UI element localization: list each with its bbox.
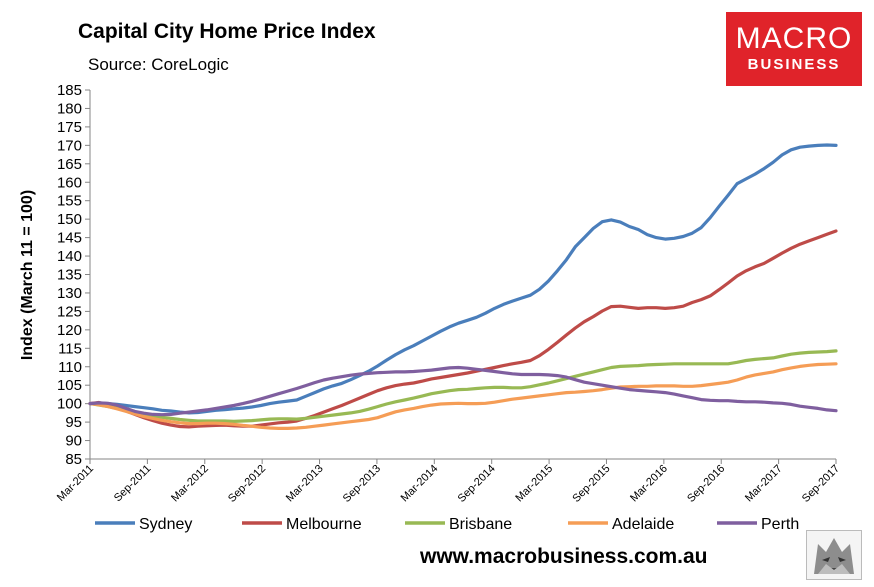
y-tick-label: 185 [57,82,82,99]
x-axis: Mar-2011 Sep-2011 Mar-2012 Sep-2012 Mar-2013… [55,458,842,505]
series-line-perth [88,365,838,417]
series-line-adelaide [88,362,838,430]
x-tick-label: Sep-2014 [456,463,498,505]
series-line-sydney [88,143,838,415]
chart-source: Source: CoreLogic [88,55,229,74]
y-tick-label: 85 [65,451,82,468]
plot-area [90,90,845,459]
y-tick-label: 110 [58,359,82,376]
series-line-brisbane [88,349,838,423]
y-tick-label: 165 [57,156,82,173]
logo-line-1: MACRO [735,22,853,55]
y-tick-label: 150 [57,211,82,228]
y-tick-label: 160 [57,174,82,191]
x-tick-label: Sep-2016 [685,463,727,505]
legend: Sydney Melbourne Brisbane Adelaide Perth [95,516,799,533]
legend-label-brisbane: Brisbane [449,516,512,533]
series-lines [88,143,838,430]
y-tick-label: 140 [57,248,82,265]
y-tick-label: 95 [65,414,82,431]
logo-line-2: BUSINESS [747,56,841,73]
x-tick-label: Mar-2011 [55,463,96,504]
y-tick-label: 120 [57,322,82,339]
y-tick-label: 100 [57,396,82,413]
y-tick-label: 115 [58,340,82,357]
macrobusiness-logo: MACRO BUSINESS [726,12,862,86]
y-tick-label: 130 [57,285,82,302]
page-title: Capital City Home Price Index [78,20,376,43]
footer-url: www.macrobusiness.com.au [420,545,708,568]
y-tick-label: 105 [57,377,82,394]
y-axis-label: Index (March 11 = 100) [19,190,36,360]
x-tick-label: Sep-2013 [341,463,383,505]
wolf-logo-icon [806,530,862,580]
x-tick-label: Sep-2011 [112,463,154,505]
x-tick-label: Mar-2012 [169,463,211,505]
y-tick-label: 175 [57,119,82,136]
y-tick-label: 170 [57,137,82,154]
y-tick-label: 155 [57,193,82,210]
x-tick-label: Mar-2015 [513,463,555,505]
x-tick-label: Mar-2013 [284,463,326,505]
y-tick-label: 180 [57,100,82,117]
legend-label-perth: Perth [761,516,799,533]
legend-label-adelaide: Adelaide [612,516,674,533]
x-tick-label: Mar-2016 [628,463,670,505]
x-tick-label: Mar-2017 [743,463,785,505]
x-tick-label: Sep-2015 [570,463,612,505]
y-tick-label: 90 [65,433,82,450]
x-tick-label: Mar-2014 [399,463,441,505]
y-tick-label: 135 [57,267,82,284]
legend-label-sydney: Sydney [139,516,192,533]
x-tick-label: Sep-2012 [226,463,268,505]
x-tick-label: Sep-2017 [800,463,842,505]
series-line-melbourne [88,229,838,429]
y-tick-label: 145 [57,230,82,247]
y-tick-label: 125 [57,303,82,320]
y-axis: 8590951001051101151201251301351401451501… [57,82,91,468]
legend-label-melbourne: Melbourne [286,516,362,533]
